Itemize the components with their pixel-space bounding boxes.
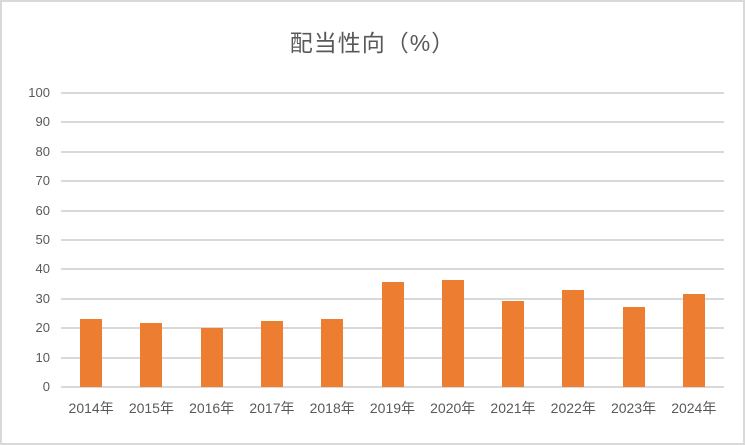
- gridline-90: [61, 121, 724, 124]
- x-axis-label-2017年: 2017年: [249, 400, 295, 416]
- gridline-40: [61, 268, 724, 271]
- x-axis-label-2014年: 2014年: [68, 400, 114, 416]
- y-axis-tick-label-10: 10: [35, 349, 50, 365]
- bar-2023年: [622, 306, 645, 387]
- chart-title: 配当性向（%）: [289, 30, 456, 56]
- y-axis-tick-label-90: 90: [35, 114, 50, 130]
- gridline-70: [61, 180, 724, 183]
- x-axis-label-2016年: 2016年: [189, 400, 235, 416]
- x-axis-label-2022年: 2022年: [550, 400, 596, 416]
- x-axis-label-2019年: 2019年: [369, 400, 416, 416]
- x-axis-label-2020年: 2020年: [430, 400, 476, 416]
- y-axis: 0 10 20 30 40 50 60 70 80 90 100: [2, 85, 50, 394]
- y-axis-tick-label-30: 30: [35, 290, 50, 306]
- y-axis-tick-label-0: 0: [42, 379, 50, 394]
- bar-2022年: [562, 289, 585, 387]
- y-axis-tick-label-20: 20: [35, 320, 50, 336]
- x-axis-label-2015年: 2015年: [128, 400, 174, 416]
- bar-2014年: [80, 318, 103, 387]
- bar-2024年: [682, 294, 705, 387]
- y-axis-tick-label-80: 80: [35, 143, 50, 159]
- gridline-50: [61, 239, 724, 241]
- plot-area: [61, 92, 724, 388]
- bar-2019年: [381, 281, 404, 387]
- bar-2021年: [502, 300, 525, 387]
- x-axis-label-2018年: 2018年: [309, 400, 355, 416]
- y-axis-tick-label-40: 40: [35, 261, 50, 277]
- bar-2016年: [200, 328, 223, 387]
- x-axis-label-2021年: 2021年: [490, 400, 536, 416]
- bar-2018年: [321, 319, 344, 387]
- gridline-60: [61, 209, 724, 212]
- y-axis-tick-label-50: 50: [35, 232, 50, 247]
- y-axis-tick-label-60: 60: [35, 202, 50, 218]
- x-axis: 2014年 2015年 2016年 2017年 2018年 2019年 2020年 2021年…: [61, 398, 724, 418]
- y-axis-tick-label-100: 100: [28, 85, 50, 100]
- x-axis-label-2023年: 2023年: [610, 400, 657, 416]
- gridline-0: [61, 386, 724, 388]
- x-axis-label-2024年: 2024年: [671, 400, 717, 416]
- y-axis-tick-label-70: 70: [35, 173, 50, 189]
- gridline-100: [61, 92, 724, 94]
- bar-2020年: [441, 279, 464, 387]
- bar-2015年: [140, 323, 163, 387]
- gridline-80: [61, 150, 724, 153]
- bar-2017年: [260, 321, 283, 387]
